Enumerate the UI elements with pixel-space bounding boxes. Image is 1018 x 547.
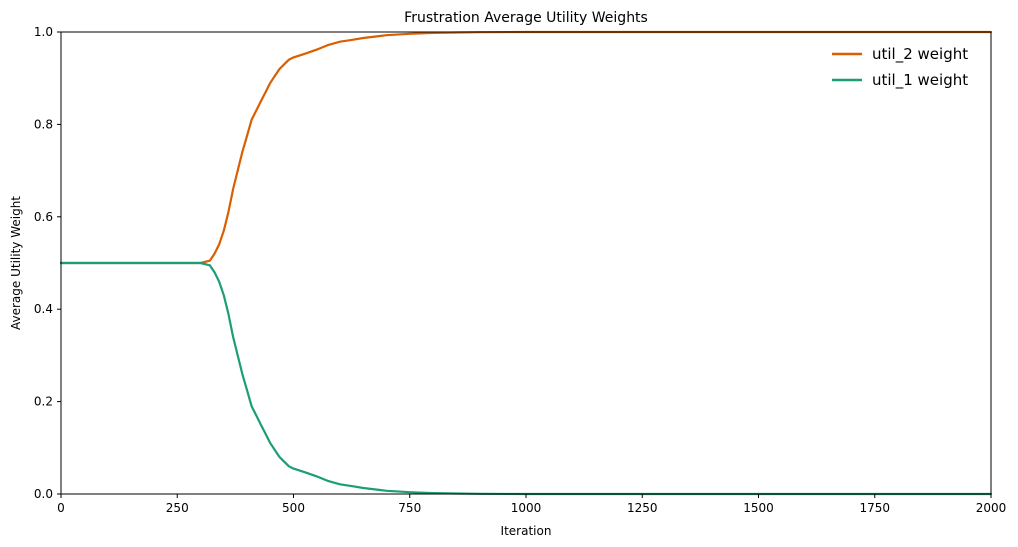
chart-title: Frustration Average Utility Weights [404,10,648,26]
x-tick-label: 1250 [627,501,658,515]
y-axis-label: Average Utility Weight [9,196,23,330]
series-line-2 [59,261,993,496]
y-axis: 0.0 0.2 0.4 0.6 0.8 1.0 [34,25,61,501]
y-tick-label: 0.0 [34,487,53,501]
x-tick-label: 500 [282,501,305,515]
x-tick-label: 1750 [859,501,890,515]
x-tick-label: 2000 [976,501,1007,515]
x-tick-label: 1500 [743,501,774,515]
x-tick-label: 750 [398,501,421,515]
series-line-1 [59,30,993,265]
legend-label: util_2 weight [872,45,968,64]
y-tick-label: 0.8 [34,117,53,131]
legend: util_2 weight util_1 weight [832,45,968,90]
series-layer [59,30,993,496]
x-tick-label: 0 [57,501,65,515]
y-tick-label: 0.2 [34,395,53,409]
y-tick-label: 1.0 [34,25,53,39]
x-axis-label: Iteration [501,524,552,538]
y-tick-label: 0.4 [34,302,53,316]
x-tick-label: 250 [166,501,189,515]
legend-label: util_1 weight [872,71,968,90]
x-tick-label: 1000 [511,501,542,515]
y-tick-label: 0.6 [34,210,53,224]
x-axis: 0 250 500 750 1000 1250 1500 1750 2000 [57,494,1006,515]
